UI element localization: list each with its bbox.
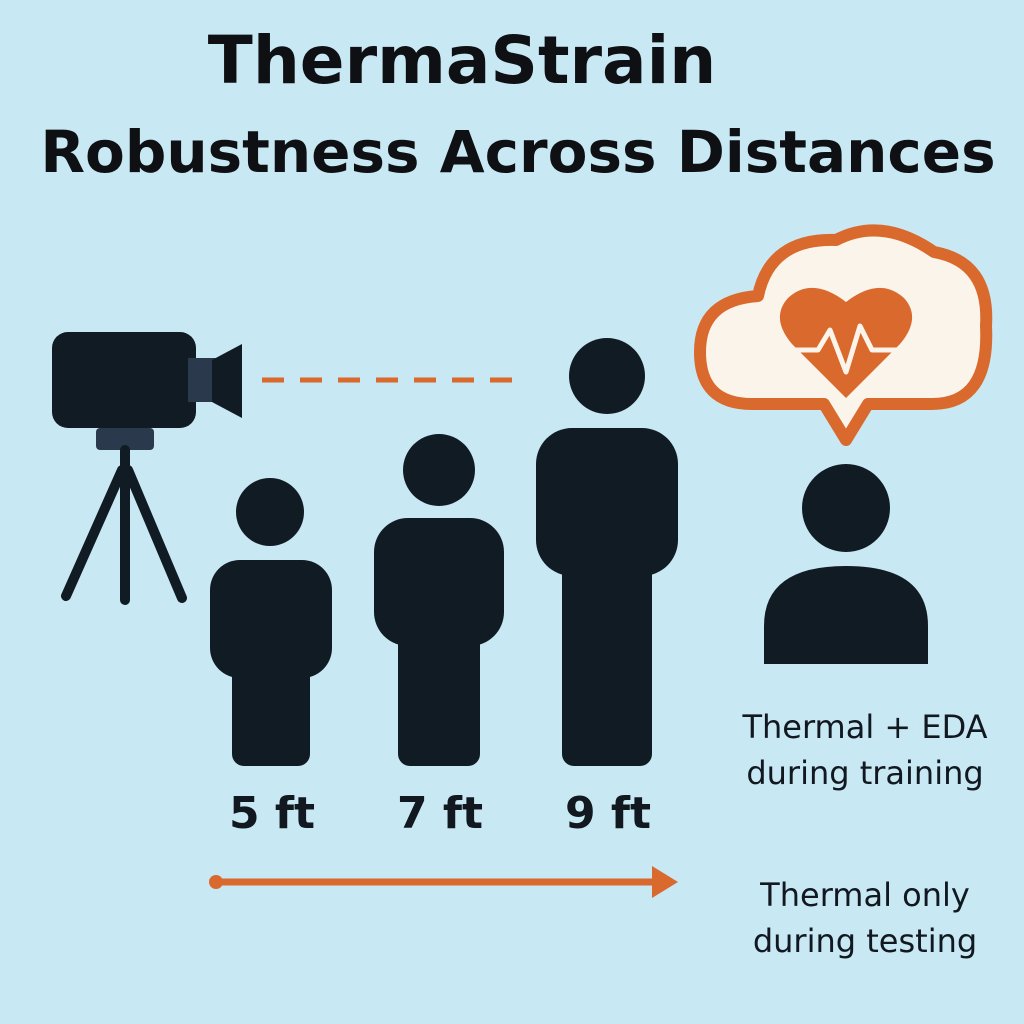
person-icon xyxy=(764,464,928,664)
camera-icon xyxy=(52,332,242,450)
distance-label-7ft: 7 ft xyxy=(396,788,484,839)
caption-training: Thermal + EDA during training xyxy=(742,708,988,792)
distance-label-9ft: 9 ft xyxy=(564,788,652,839)
heart-pulse-icon xyxy=(779,287,913,398)
title-line-2: Robustness Across Distances xyxy=(40,118,996,186)
person-icon-9ft xyxy=(536,338,678,766)
person-icon-7ft xyxy=(374,434,504,766)
caption-testing: Thermal only during testing xyxy=(752,876,978,960)
tripod-icon xyxy=(61,445,187,605)
distance-label-5ft: 5 ft xyxy=(228,788,316,839)
person-icon-5ft xyxy=(210,478,332,766)
arrow-right-icon xyxy=(209,866,678,898)
title-line-1: ThermaStrain xyxy=(207,22,717,99)
